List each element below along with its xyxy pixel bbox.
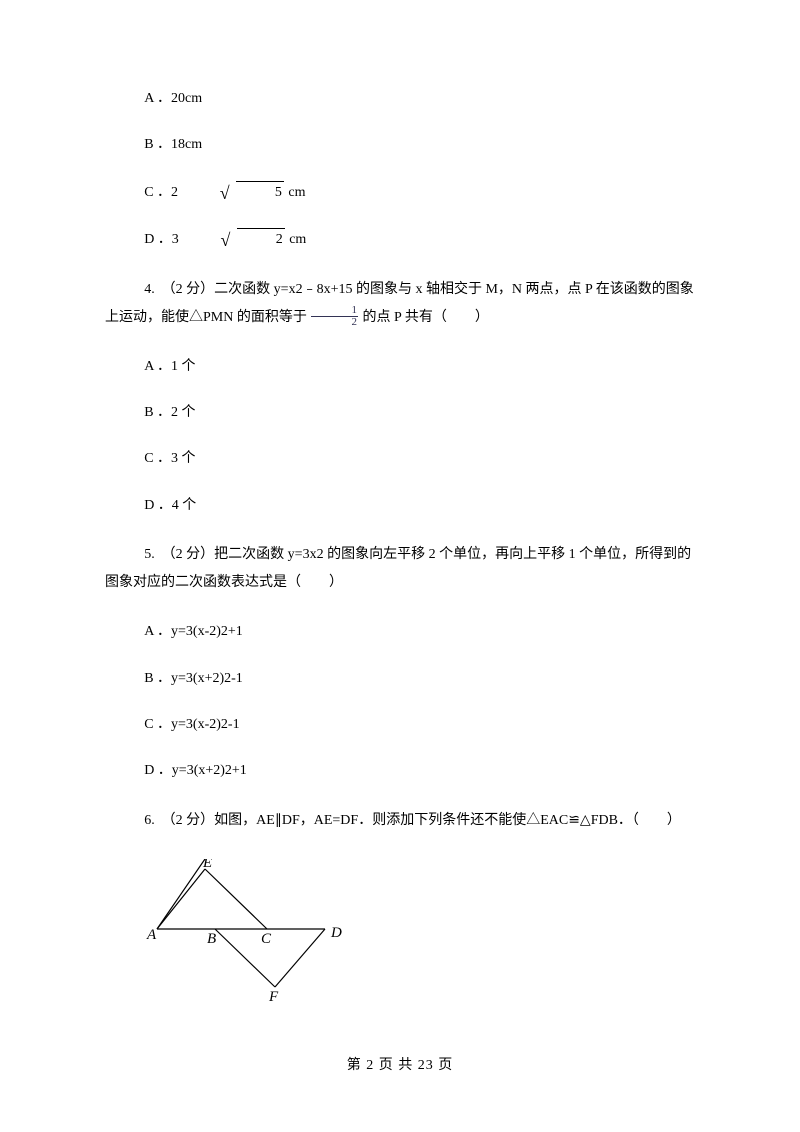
q5-option-b: B ．y=3(x+2)2-1: [105, 668, 695, 690]
q3-d-suffix: cm: [286, 232, 307, 247]
page: A ．20cm B ．18cm C ．2 5 cm D ．3 2 cm 4. （…: [0, 0, 800, 1132]
sqrt-icon: 5: [183, 181, 284, 204]
sqrt-icon: 2: [183, 228, 284, 251]
svg-text:A: A: [146, 927, 157, 943]
svg-text:B: B: [207, 931, 216, 947]
svg-text:D: D: [330, 925, 342, 941]
q4-option-b: B ．2 个: [105, 402, 695, 424]
q3-option-d: D ．3 2 cm: [105, 228, 695, 251]
q6-diagram: E A B C D F: [145, 859, 695, 1009]
q3-d-rad: 2: [237, 228, 285, 251]
svg-text:F: F: [268, 989, 279, 1005]
q3-c-rad: 5: [236, 181, 284, 204]
q3-option-a: A ．20cm: [105, 88, 695, 110]
svg-text:E: E: [202, 859, 212, 871]
q3-c-prefix: C ．2: [144, 185, 181, 200]
q5-option-d: D ．y=3(x+2)2+1: [105, 760, 695, 782]
q5-option-c: C ．y=3(x-2)2-1: [105, 714, 695, 736]
page-footer: 第 2 页 共 23 页: [0, 1055, 800, 1077]
q4-stem: 4. （2 分）二次函数 y=x2﹣8x+15 的图象与 x 轴相交于 M，N …: [105, 276, 695, 332]
q4-stem-b: 的点 P 共有（ ）: [359, 310, 489, 325]
q5-stem: 5. （2 分）把二次函数 y=3x2 的图象向左平移 2 个单位，再向上平移 …: [105, 541, 695, 597]
q4-option-d: D ．4 个: [105, 495, 695, 517]
q4-option-a: A ．1 个: [105, 356, 695, 378]
fraction-icon: 12: [311, 305, 358, 328]
q3-option-c: C ．2 5 cm: [105, 181, 695, 204]
q4-frac-den: 2: [311, 317, 358, 328]
q6-stem: 6. （2 分）如图，AE∥DF，AE=DF．则添加下列条件还不能使△EAC≌△…: [105, 807, 695, 835]
q3-option-b: B ．18cm: [105, 134, 695, 156]
figure-lines: [157, 859, 205, 929]
q4-option-c: C ．3 个: [105, 448, 695, 470]
q3-d-prefix: D ．3: [144, 232, 182, 247]
geometry-figure: E A B C D F: [145, 859, 355, 1009]
q3-c-suffix: cm: [285, 185, 306, 200]
svg-text:C: C: [261, 931, 272, 947]
q5-option-a: A ．y=3(x-2)2+1: [105, 621, 695, 643]
